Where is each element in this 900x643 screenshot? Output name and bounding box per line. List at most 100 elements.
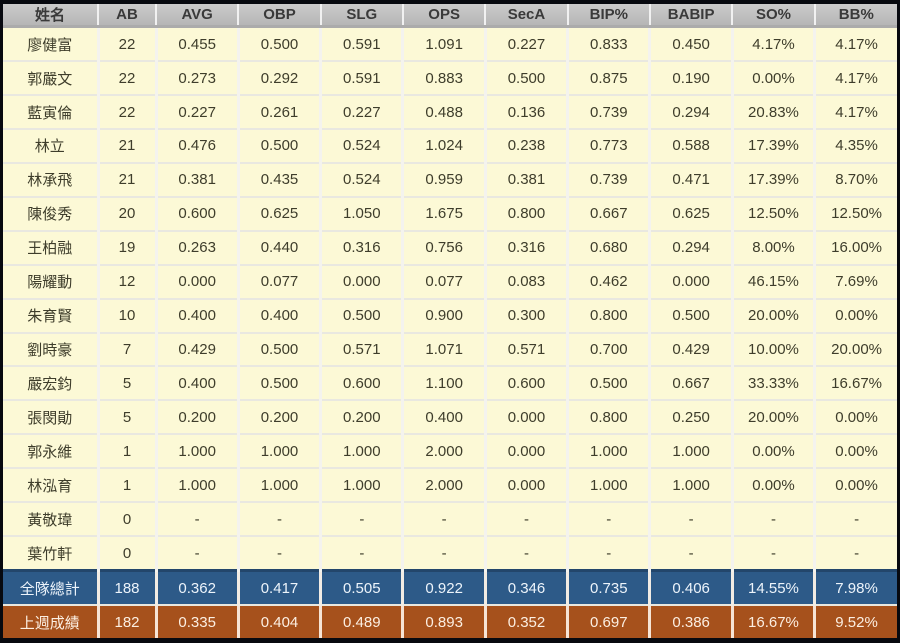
table-row: 陽耀動 12 0.000 0.077 0.000 0.077 0.083 0.462 0.000… <box>3 263 897 300</box>
stat-cell: 0.200 <box>154 399 240 436</box>
summary-stat-cell: 188 <box>96 569 158 607</box>
stat-cell: 0.250 <box>648 399 734 436</box>
table-body: 廖健富 22 0.455 0.500 0.591 1.091 0.227 0.833 0.450… <box>3 25 897 638</box>
stat-cell: 1.000 <box>319 433 405 470</box>
summary-stat-cell: 0.417 <box>236 569 323 607</box>
stat-cell: 0.316 <box>483 229 570 266</box>
stat-cell: 0.591 <box>319 60 405 97</box>
summary-stat-cell: 0.335 <box>154 604 240 638</box>
stat-cell: 0.600 <box>483 365 570 402</box>
stat-cell: 1 <box>96 467 158 504</box>
summary-stat-cell: 0.404 <box>236 604 323 638</box>
summary-stat-cell: 16.67% <box>730 604 817 638</box>
stat-cell: 0.625 <box>648 195 734 232</box>
stat-cell: 0.756 <box>401 229 487 266</box>
stat-cell: 0.524 <box>319 128 405 164</box>
stat-cell: 0.381 <box>154 161 240 198</box>
stat-cell: 0.292 <box>236 60 323 97</box>
table-row: 林立 21 0.476 0.500 0.524 1.024 0.238 0.773 0.588 1… <box>3 128 897 164</box>
header-cell-5: OPS <box>401 4 487 28</box>
stat-cell: 0.571 <box>483 331 570 368</box>
stat-cell: 20 <box>96 195 158 232</box>
stat-cell: 0.000 <box>154 263 240 300</box>
stat-cell: 1.000 <box>236 467 323 504</box>
table-row: 藍寅倫 22 0.227 0.261 0.227 0.488 0.136 0.739 0.294… <box>3 94 897 130</box>
header-cell-8: BABIP <box>648 4 734 28</box>
stat-cell: 0.800 <box>566 399 652 436</box>
summary-stat-cell: 0.922 <box>401 569 487 607</box>
stat-cell: 8.70% <box>813 161 897 198</box>
stat-cell: 0.000 <box>483 399 570 436</box>
table-row: 嚴宏鈞 5 0.400 0.500 0.600 1.100 0.600 0.500 0.667 3… <box>3 365 897 402</box>
stat-cell: 0.000 <box>483 467 570 504</box>
stat-cell: 0.200 <box>236 399 323 436</box>
stat-cell: - <box>154 501 240 538</box>
stat-cell: 0.00% <box>813 467 897 504</box>
stat-cell: 0.667 <box>648 365 734 402</box>
stat-cell: 0.227 <box>483 25 570 63</box>
stat-cell: 0.300 <box>483 297 570 334</box>
summary-stat-cell: 0.505 <box>319 569 405 607</box>
table-row: 林泓育 1 1.000 1.000 1.000 2.000 0.000 1.000 1.000 0… <box>3 467 897 504</box>
stat-cell: - <box>648 535 734 572</box>
stat-cell: 0.440 <box>236 229 323 266</box>
stat-cell: 22 <box>96 25 158 63</box>
stat-cell: 0.667 <box>566 195 652 232</box>
stat-cell: 1.000 <box>648 467 734 504</box>
stat-cell: 8.00% <box>730 229 817 266</box>
stat-cell: 0.077 <box>236 263 323 300</box>
player-name-cell: 藍寅倫 <box>3 94 100 130</box>
stat-cell: 4.17% <box>730 25 817 63</box>
stat-cell: 0.400 <box>236 297 323 334</box>
stat-cell: 33.33% <box>730 365 817 402</box>
stat-cell: 12 <box>96 263 158 300</box>
stat-cell: 5 <box>96 399 158 436</box>
table-row: 郭嚴文 22 0.273 0.292 0.591 0.883 0.500 0.875 0.190… <box>3 60 897 97</box>
table-row: 郭永維 1 1.000 1.000 1.000 2.000 0.000 1.000 1.000 0… <box>3 433 897 470</box>
stat-cell: 0.476 <box>154 128 240 164</box>
stat-cell: 0.000 <box>648 263 734 300</box>
stat-cell: 0.429 <box>648 331 734 368</box>
stat-cell: 1.071 <box>401 331 487 368</box>
summary-stat-cell: 182 <box>96 604 158 638</box>
stat-cell: 0.190 <box>648 60 734 97</box>
stat-cell: 0.316 <box>319 229 405 266</box>
stat-cell: - <box>483 501 570 538</box>
stat-cell: 5 <box>96 365 158 402</box>
player-name-cell: 張閔勛 <box>3 399 100 436</box>
stat-cell: 0.227 <box>319 94 405 130</box>
player-name-cell: 郭嚴文 <box>3 60 100 97</box>
summary-label-cell: 全隊總計 <box>3 569 100 607</box>
stat-cell: 0.400 <box>154 365 240 402</box>
summary-stat-cell: 0.406 <box>648 569 734 607</box>
stat-cell: 0.400 <box>154 297 240 334</box>
stat-cell: 0.773 <box>566 128 652 164</box>
stat-cell: 10.00% <box>730 331 817 368</box>
stat-cell: 12.50% <box>730 195 817 232</box>
table-row: 葉竹軒 0- - - - - - - - - <box>3 535 897 572</box>
stat-cell: 20.00% <box>730 297 817 334</box>
stat-cell: 16.67% <box>813 365 897 402</box>
stat-cell: 4.17% <box>813 60 897 97</box>
summary-stat-cell: 0.346 <box>483 569 570 607</box>
stat-cell: 0.500 <box>483 60 570 97</box>
stat-cell: 20.83% <box>730 94 817 130</box>
stat-cell: - <box>566 535 652 572</box>
stat-cell: 0.00% <box>730 467 817 504</box>
player-name-cell: 陳俊秀 <box>3 195 100 232</box>
player-name-cell: 黃敬瑋 <box>3 501 100 538</box>
player-name-cell: 林承飛 <box>3 161 100 198</box>
stat-cell: 4.17% <box>813 94 897 130</box>
table-row: 黃敬瑋 0- - - - - - - - - <box>3 501 897 538</box>
table-row: 朱育賢 10 0.400 0.400 0.500 0.900 0.300 0.800 0.500… <box>3 297 897 334</box>
table-row: 廖健富 22 0.455 0.500 0.591 1.091 0.227 0.833 0.450… <box>3 25 897 63</box>
player-name-cell: 王柏融 <box>3 229 100 266</box>
stat-cell: 46.15% <box>730 263 817 300</box>
stat-cell: - <box>401 501 487 538</box>
stat-cell: 1.000 <box>154 433 240 470</box>
table-row: 劉時豪 7 0.429 0.500 0.571 1.071 0.571 0.700 0.429 1… <box>3 331 897 368</box>
stat-cell: 0.591 <box>319 25 405 63</box>
stat-cell: 0.136 <box>483 94 570 130</box>
stat-cell: 0.200 <box>319 399 405 436</box>
